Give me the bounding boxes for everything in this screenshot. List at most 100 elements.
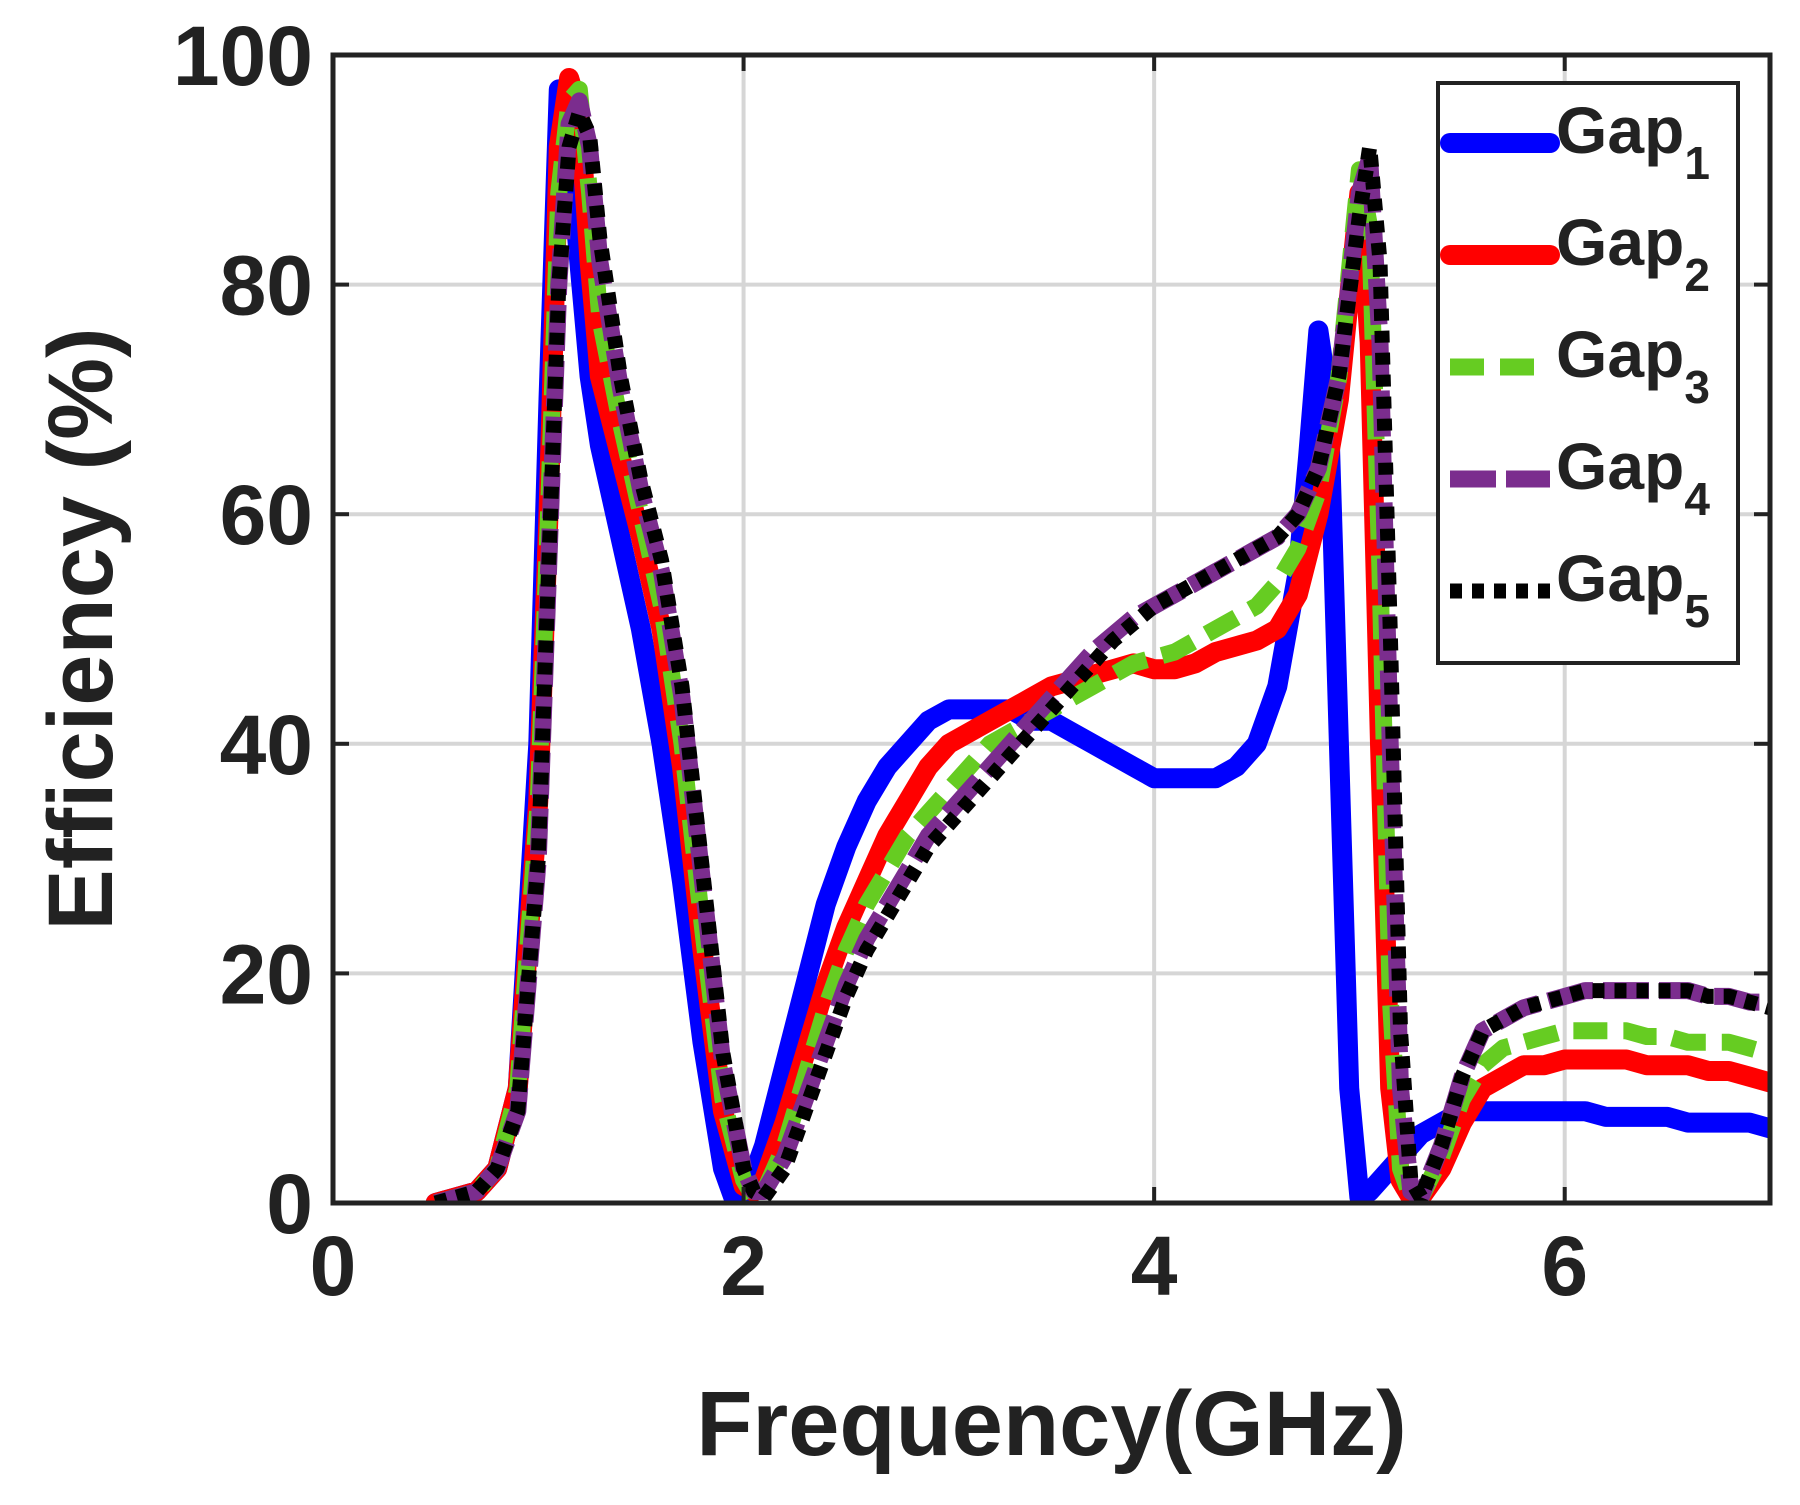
data-point-gap1	[1721, 1115, 1736, 1130]
data-point-gap2	[941, 736, 956, 751]
data-point-gap1	[1147, 771, 1162, 786]
data-point-gap1	[613, 530, 628, 545]
data-point-gap2	[798, 1046, 813, 1061]
data-point-gap2	[1598, 1052, 1613, 1067]
y-tick-label: 20	[220, 927, 313, 1021]
data-point-gap2	[962, 725, 977, 740]
x-axis-label: Frequency(GHz)	[696, 1373, 1407, 1475]
data-point-gap2	[900, 794, 915, 809]
data-point-gap1	[818, 897, 833, 912]
data-point-gap2	[1680, 1058, 1695, 1073]
y-tick-label: 60	[220, 468, 313, 562]
data-point-gap1	[1352, 1190, 1367, 1203]
data-point-gap1	[633, 622, 648, 636]
data-point-gap1	[1106, 748, 1121, 763]
data-point-gap1	[1537, 1104, 1552, 1119]
data-point-gap2	[1290, 587, 1305, 602]
data-point-gap2	[880, 828, 895, 843]
data-point-gap2	[1742, 1069, 1757, 1084]
x-tick-label: 6	[1541, 1219, 1588, 1313]
data-point-gap2	[921, 759, 936, 774]
data-point-gap2	[1249, 633, 1264, 648]
data-point-gap1	[1598, 1109, 1613, 1124]
data-point-gap2	[982, 713, 997, 728]
data-point-gap1	[1126, 759, 1141, 774]
data-point-gap1	[900, 736, 915, 751]
data-point-gap1	[1331, 736, 1346, 751]
data-point-gap1	[1188, 771, 1203, 786]
legend-marker-gap2	[1491, 246, 1509, 264]
legend-box	[1436, 81, 1740, 665]
data-point-gap1	[1311, 323, 1326, 338]
data-point-gap1	[1660, 1109, 1675, 1124]
data-point-gap1	[962, 702, 977, 717]
data-point-gap1	[1362, 1184, 1377, 1199]
data-point-gap1	[1578, 1104, 1593, 1119]
data-point-gap2	[1660, 1058, 1675, 1073]
data-point-gap1	[1516, 1104, 1531, 1119]
data-point-gap1	[1208, 771, 1223, 786]
y-tick-label: 0	[266, 1157, 313, 1251]
y-tick-label: 40	[220, 698, 313, 792]
data-point-gap2	[1639, 1058, 1654, 1073]
data-point-gap2	[1721, 1063, 1736, 1078]
data-point-gap2	[1023, 690, 1038, 705]
y-tick-label: 80	[220, 239, 313, 333]
data-point-gap1	[1619, 1109, 1634, 1124]
data-point-gap1	[798, 977, 813, 992]
y-tick-label: 100	[173, 9, 313, 103]
data-point-gap2	[1147, 662, 1162, 677]
legend-item-gap1[interactable]: Gap1	[1440, 93, 1710, 189]
data-point-gap1	[1742, 1115, 1757, 1130]
data-point-gap1	[839, 840, 854, 855]
data-point-gap1	[1496, 1104, 1511, 1119]
data-point-gap1	[1639, 1109, 1654, 1124]
data-point-gap2	[1619, 1052, 1634, 1067]
data-point-gap1	[1229, 759, 1244, 774]
x-tick-label: 4	[1131, 1219, 1178, 1313]
data-point-gap2	[1208, 644, 1223, 659]
data-point-gap2	[1557, 1052, 1572, 1067]
legend-marker-gap1	[1491, 134, 1509, 152]
data-point-gap1	[777, 1058, 792, 1073]
series-line-gap3	[433, 80, 1770, 1203]
data-point-gap1	[654, 736, 669, 751]
data-point-gap2	[562, 70, 577, 85]
data-point-gap2	[1229, 639, 1244, 654]
data-point-gap2	[1496, 1069, 1511, 1084]
data-point-gap1	[1249, 736, 1264, 751]
data-point-gap2	[1516, 1058, 1531, 1073]
data-point-gap1	[1085, 736, 1100, 751]
data-point-gap2	[1578, 1052, 1593, 1067]
plot-frame	[330, 52, 1773, 1206]
data-point-gap1	[880, 759, 895, 774]
data-point-gap2	[1167, 662, 1182, 677]
data-point-gap2	[1537, 1058, 1552, 1073]
data-point-gap1	[941, 702, 956, 717]
data-point-gap2	[1003, 702, 1018, 717]
data-point-gap2	[1188, 656, 1203, 671]
data-point-gap1	[1701, 1115, 1716, 1130]
data-point-gap1	[1372, 1173, 1387, 1188]
x-tick-label: 2	[720, 1219, 767, 1313]
x-tick-label: 0	[310, 1219, 357, 1313]
data-point-gap1	[1342, 1081, 1357, 1096]
data-point-gap2	[1270, 622, 1285, 636]
data-point-gap1	[1270, 679, 1285, 694]
data-point-gap1	[921, 713, 936, 728]
data-point-gap1	[726, 1190, 741, 1203]
data-point-gap2	[1701, 1063, 1716, 1078]
data-point-gap1	[716, 1161, 731, 1176]
data-point-gap1	[1557, 1104, 1572, 1119]
data-point-gap1	[1414, 1127, 1429, 1142]
data-point-gap2	[1455, 1115, 1470, 1130]
data-point-gap1	[592, 438, 607, 453]
data-point-gap1	[1680, 1115, 1695, 1130]
series-gap3	[433, 80, 1770, 1203]
data-point-gap1	[1167, 771, 1182, 786]
y-axis-label: Efficiency (%)	[30, 327, 132, 930]
data-point-gap1	[859, 794, 874, 809]
